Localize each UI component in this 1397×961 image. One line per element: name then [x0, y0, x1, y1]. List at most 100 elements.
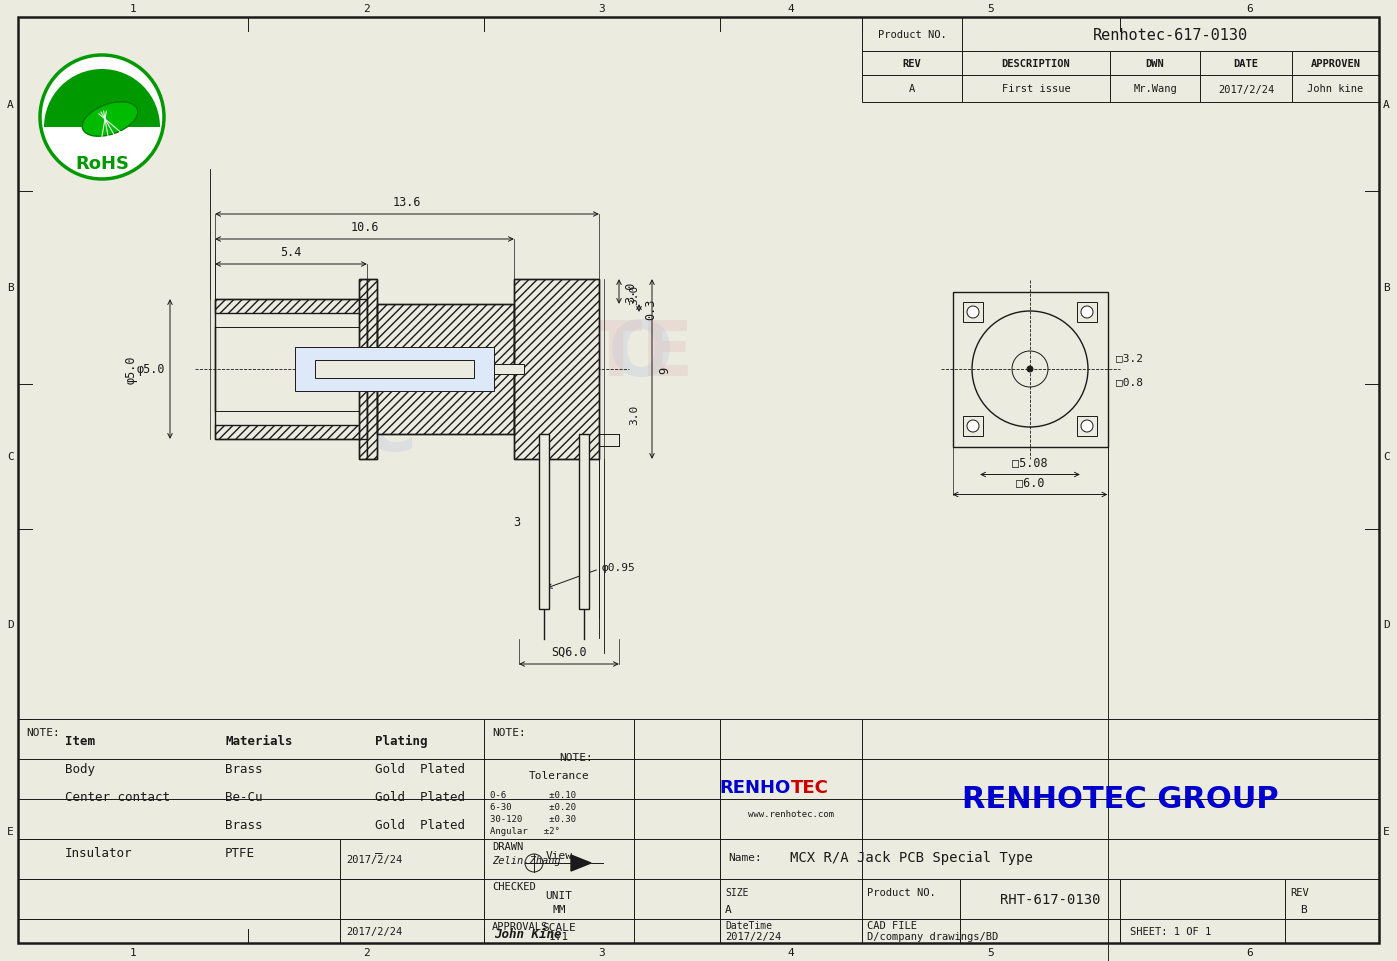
Text: 6: 6 [1246, 947, 1253, 957]
Text: Materials: Materials [225, 734, 292, 748]
Wedge shape [43, 70, 161, 128]
Bar [367, 280, 377, 459]
Text: Gold  Plated: Gold Plated [374, 762, 465, 776]
Text: D/company drawings/BD: D/company drawings/BD [868, 931, 999, 941]
Text: 0-6        ±0.10: 0-6 ±0.10 [490, 791, 576, 800]
Text: 30-120     ±0.30: 30-120 ±0.30 [490, 815, 576, 824]
Text: MCX R/A Jack PCB Special Type: MCX R/A Jack PCB Special Type [789, 850, 1032, 864]
Bar [295, 348, 495, 391]
Text: Center contact: Center contact [66, 790, 170, 803]
Text: φ5.0: φ5.0 [137, 363, 165, 376]
Text: SHEET: 1 OF 1: SHEET: 1 OF 1 [1130, 926, 1211, 936]
Text: 3.0: 3.0 [624, 282, 637, 303]
Text: E: E [7, 826, 14, 836]
Text: Zelin.Zhang: Zelin.Zhang [492, 855, 560, 865]
Text: 2017/2/24: 2017/2/24 [1218, 85, 1274, 94]
Bar [578, 434, 590, 609]
Text: John Kine: John Kine [495, 927, 562, 941]
Text: www.renhotec.com: www.renhotec.com [747, 810, 834, 819]
Text: View: View [545, 850, 573, 860]
Bar [963, 303, 983, 323]
Circle shape [1081, 421, 1092, 432]
Circle shape [967, 421, 979, 432]
Text: REV: REV [1289, 887, 1309, 897]
Text: Item: Item [66, 734, 95, 748]
Text: B: B [1301, 904, 1306, 914]
Text: NOTE:: NOTE: [559, 752, 592, 762]
Text: □6.0: □6.0 [1016, 476, 1044, 489]
Text: 3.0: 3.0 [629, 284, 638, 305]
Text: φ0.95: φ0.95 [602, 562, 636, 573]
Bar [18, 719, 1379, 943]
Text: TEC: TEC [791, 778, 828, 796]
Text: 2: 2 [363, 947, 369, 957]
Text: 9: 9 [658, 366, 671, 373]
Text: Mr.Wang: Mr.Wang [1133, 85, 1176, 94]
Text: 3: 3 [599, 947, 605, 957]
Bar [495, 364, 524, 375]
Text: MM: MM [552, 904, 566, 914]
Bar [539, 434, 549, 609]
Text: PTFE: PTFE [225, 846, 256, 859]
Text: DWN: DWN [1146, 59, 1164, 69]
Text: Name:: Name: [728, 852, 761, 862]
Text: TE: TE [590, 318, 694, 391]
Text: φ5.0: φ5.0 [124, 356, 138, 383]
Text: RHT-617-0130: RHT-617-0130 [1000, 892, 1101, 906]
Text: 13.6: 13.6 [393, 196, 422, 209]
Circle shape [41, 56, 163, 180]
Text: B: B [7, 283, 14, 293]
Text: Brass: Brass [225, 818, 263, 831]
Text: REV: REV [902, 59, 922, 69]
Text: First issue: First issue [1002, 85, 1070, 94]
Text: □5.08: □5.08 [1013, 456, 1048, 469]
Bar [314, 360, 474, 379]
Text: 6-30       ±0.20: 6-30 ±0.20 [490, 802, 576, 812]
Bar [514, 280, 599, 459]
Text: SCALE: SCALE [542, 922, 576, 932]
Bar [377, 305, 514, 434]
Text: Gold  Plated: Gold Plated [374, 790, 465, 803]
Bar [215, 300, 367, 313]
Text: Body: Body [66, 762, 95, 776]
Text: 4: 4 [788, 4, 795, 14]
Text: C: C [1383, 452, 1390, 462]
Text: A: A [1383, 100, 1390, 110]
Text: □0.8: □0.8 [1115, 377, 1143, 386]
Text: 2017/2/24: 2017/2/24 [725, 931, 781, 941]
Bar [953, 292, 1108, 447]
Bar [377, 305, 514, 434]
Circle shape [967, 307, 979, 319]
Text: UNIT: UNIT [545, 890, 573, 900]
Bar [215, 300, 367, 439]
Bar [963, 416, 983, 436]
Text: CHECKED: CHECKED [492, 881, 536, 891]
Text: SQ6.0: SQ6.0 [552, 646, 587, 658]
Text: 3: 3 [514, 515, 521, 529]
Text: 3: 3 [599, 4, 605, 14]
Bar [1077, 416, 1097, 436]
Text: C: C [7, 452, 14, 462]
Circle shape [1081, 307, 1092, 319]
Text: DATE: DATE [1234, 59, 1259, 69]
Text: B: B [1383, 283, 1390, 293]
Text: Product NO.: Product NO. [877, 30, 946, 40]
Text: 1: 1 [130, 4, 137, 14]
Text: —: — [374, 846, 383, 859]
Text: E: E [1383, 826, 1390, 836]
Text: D: D [7, 619, 14, 629]
Text: DESCRIPTION: DESCRIPTION [1002, 59, 1070, 69]
Bar [862, 18, 1379, 103]
Text: Be-Cu: Be-Cu [225, 790, 263, 803]
Text: A: A [909, 85, 915, 94]
Text: Insulator: Insulator [66, 846, 133, 859]
Bar [215, 426, 367, 439]
Text: 0.3: 0.3 [644, 298, 657, 319]
Text: Tolerance: Tolerance [528, 770, 590, 780]
Text: John kine: John kine [1308, 85, 1363, 94]
Text: A: A [725, 904, 732, 914]
Text: 2017/2/24: 2017/2/24 [346, 926, 402, 936]
Text: C: C [360, 393, 416, 466]
Text: APPROVEN: APPROVEN [1310, 59, 1361, 69]
Bar [359, 280, 367, 459]
